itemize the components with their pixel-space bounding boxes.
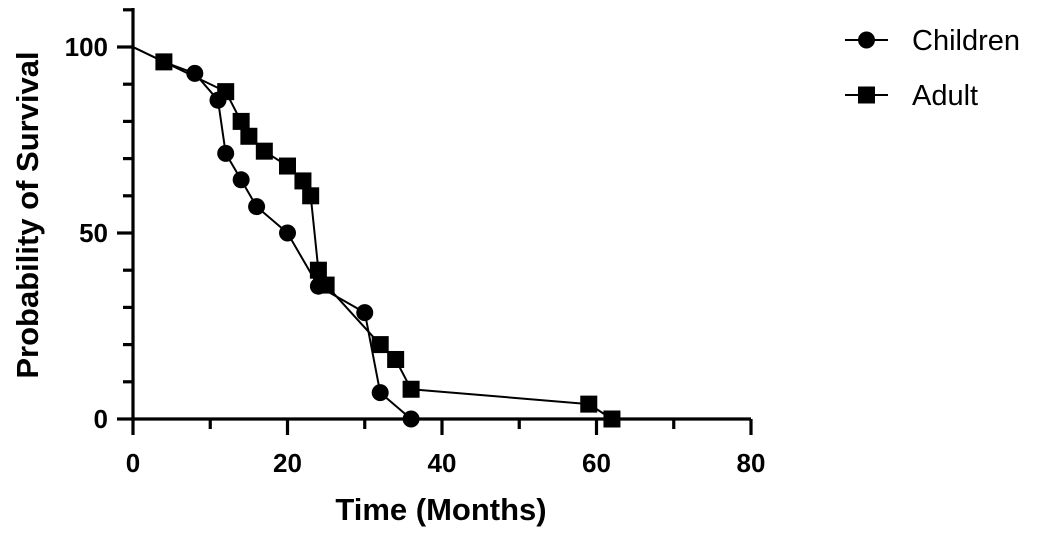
x-tick-label: 80 [737,448,766,478]
adult-point [402,380,420,398]
adult-point [255,142,273,160]
adult-point [317,276,335,294]
children-point [402,410,420,428]
children-point [186,64,204,82]
legend-label: Children [912,25,1020,57]
x-tick-label: 40 [428,448,457,478]
y-tick-label: 100 [65,32,108,62]
children-point [356,304,374,322]
adult-point [387,350,405,368]
adult-point [279,157,296,175]
series-layer [132,46,621,428]
square-marker-icon [858,86,875,104]
y-axis-title: Probability of Survival [10,51,45,378]
adult-point [232,112,250,130]
x-tick-label: 20 [273,448,302,478]
adult-point [217,83,235,101]
children-point [217,144,235,162]
adult-line [132,46,613,420]
series-children [132,46,420,428]
legend-item-children: Children [845,25,1020,57]
x-tick-label: 0 [126,448,140,478]
legend-item-adult: Adult [845,80,978,112]
adult-point [155,53,173,71]
adult-point [294,172,312,190]
adult-point [240,127,258,145]
children-point [248,198,266,216]
y-tick-label: 50 [79,218,108,248]
x-tick-label: 60 [582,448,611,478]
adult-point [309,261,327,279]
adult-point [302,187,320,205]
adult-point [371,336,389,354]
legend-label: Adult [912,80,978,112]
axes: 0 20 40 60 80 0 50 100 [65,8,766,478]
circle-marker-icon [858,31,875,49]
series-adult [132,46,621,428]
adult-point [580,395,598,413]
children-point [279,224,296,242]
children-point [371,384,389,402]
y-tick-label: 0 [94,404,108,434]
children-point [232,171,250,189]
adult-point [603,410,621,428]
x-axis-title: Time (Months) [335,492,546,527]
legend: Children Adult [845,25,1020,112]
children-line [132,46,412,420]
